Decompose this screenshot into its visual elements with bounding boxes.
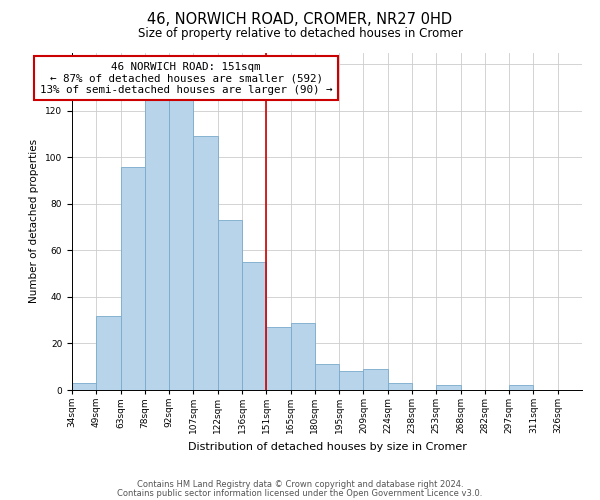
- Text: Size of property relative to detached houses in Cromer: Size of property relative to detached ho…: [137, 28, 463, 40]
- Bar: [72, 383, 96, 390]
- Bar: [509, 386, 533, 390]
- Bar: [315, 364, 339, 390]
- Bar: [242, 262, 266, 390]
- Bar: [266, 327, 290, 390]
- X-axis label: Distribution of detached houses by size in Cromer: Distribution of detached houses by size …: [188, 442, 466, 452]
- Text: Contains HM Land Registry data © Crown copyright and database right 2024.: Contains HM Land Registry data © Crown c…: [137, 480, 463, 489]
- Bar: [436, 386, 461, 390]
- Bar: [388, 383, 412, 390]
- Y-axis label: Number of detached properties: Number of detached properties: [29, 139, 40, 304]
- Text: Contains public sector information licensed under the Open Government Licence v3: Contains public sector information licen…: [118, 488, 482, 498]
- Bar: [145, 80, 169, 390]
- Text: 46 NORWICH ROAD: 151sqm
← 87% of detached houses are smaller (592)
13% of semi-d: 46 NORWICH ROAD: 151sqm ← 87% of detache…: [40, 62, 332, 95]
- Text: 46, NORWICH ROAD, CROMER, NR27 0HD: 46, NORWICH ROAD, CROMER, NR27 0HD: [148, 12, 452, 28]
- Bar: [290, 322, 315, 390]
- Bar: [96, 316, 121, 390]
- Bar: [218, 220, 242, 390]
- Bar: [169, 80, 193, 390]
- Bar: [339, 372, 364, 390]
- Bar: [121, 166, 145, 390]
- Bar: [193, 136, 218, 390]
- Bar: [364, 369, 388, 390]
